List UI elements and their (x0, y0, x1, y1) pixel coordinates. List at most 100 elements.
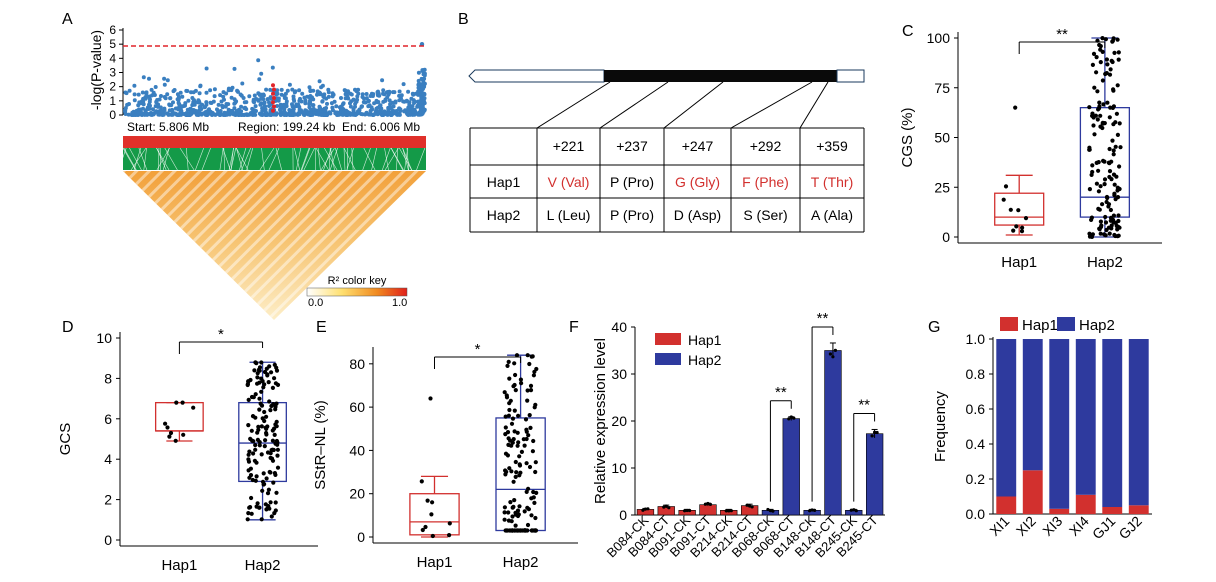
snp-point (270, 65, 275, 70)
snp-point (421, 92, 426, 97)
data-point (1093, 113, 1098, 118)
snp-point (136, 92, 141, 97)
data-point (262, 444, 267, 449)
data-point (248, 473, 254, 478)
data-point (257, 380, 262, 385)
y-tick-label: 6 (104, 411, 112, 427)
snp-point (419, 41, 425, 47)
data-point (507, 407, 512, 413)
snp-point (368, 108, 373, 113)
snp-point (140, 111, 145, 116)
ld-link-line (129, 147, 142, 171)
replicate-point (706, 501, 710, 506)
data-point (518, 377, 524, 382)
snp-point (198, 84, 203, 89)
data-point (509, 469, 514, 474)
data-point (1108, 207, 1113, 213)
snp-point (416, 70, 421, 75)
snp-point (351, 97, 356, 102)
snp-point (306, 111, 311, 116)
snp-position-header: +221 (553, 138, 585, 154)
snp-point (279, 87, 284, 92)
amino-acid-cell: A (Ala) (811, 207, 853, 223)
data-point (268, 408, 273, 413)
ld-link-line (195, 147, 204, 171)
data-point (1112, 182, 1117, 187)
snp-point (204, 100, 209, 105)
data-point (1105, 100, 1110, 105)
snp-point (208, 100, 213, 105)
ld-link-line (156, 147, 170, 171)
y-tick-label: 40 (611, 319, 627, 335)
data-point (273, 422, 278, 427)
data-point (1102, 121, 1107, 126)
snp-point (204, 90, 209, 95)
snp-point (311, 106, 316, 111)
snp-point (293, 89, 298, 94)
replicate-point (748, 504, 752, 508)
snp-point (302, 110, 307, 115)
snp-point (392, 90, 397, 95)
data-point (533, 469, 538, 475)
snp-point (141, 106, 145, 111)
data-point (1098, 219, 1103, 224)
snp-point (198, 111, 203, 116)
amino-acid-cell: L (Leu) (547, 207, 591, 223)
y-tick-label: 10 (611, 460, 627, 476)
snp-point (329, 101, 334, 106)
replicate-point (646, 507, 650, 511)
data-point (1092, 132, 1097, 137)
data-point (447, 533, 452, 538)
bar-segment-hap1 (996, 496, 1017, 514)
data-point (1100, 78, 1105, 83)
snp-point (154, 109, 159, 114)
bar-segment-hap1 (1022, 470, 1043, 515)
snp-point (265, 97, 270, 102)
snp-point (377, 93, 382, 98)
snp-point (146, 94, 151, 99)
data-point (1096, 206, 1101, 211)
outlier-point (1013, 105, 1018, 110)
ld-link-line (343, 147, 356, 171)
snp-point (191, 101, 196, 106)
data-point (264, 426, 269, 431)
data-point (515, 443, 520, 448)
x-tick-label: Hap2 (503, 554, 539, 571)
snp-point (364, 96, 369, 101)
haplotype-row-label: Hap2 (487, 207, 521, 223)
data-point (249, 428, 254, 433)
snp-point (162, 82, 167, 87)
data-point (269, 403, 274, 409)
snp-point (315, 92, 319, 97)
data-point (268, 500, 273, 505)
data-point (273, 404, 278, 409)
ld-link-line (162, 147, 170, 171)
data-point (502, 390, 507, 395)
data-point (519, 381, 524, 386)
data-point (251, 439, 256, 444)
data-point (533, 515, 538, 521)
data-point (181, 432, 186, 437)
snp-point (136, 107, 141, 112)
snp-point (272, 112, 277, 117)
replicate-point (750, 505, 754, 509)
data-point (1090, 163, 1095, 168)
data-point (263, 438, 268, 443)
ld-link-line (404, 147, 408, 171)
data-point (1096, 107, 1101, 112)
x-tick-label: XI3 (1039, 513, 1065, 539)
snp-point (397, 112, 402, 117)
data-point (1108, 67, 1113, 72)
data-point (249, 511, 254, 516)
snp-point (268, 95, 273, 100)
replicate-point (703, 502, 708, 506)
data-point (512, 361, 517, 366)
data-point (1096, 168, 1101, 173)
replicate-point (664, 504, 668, 508)
data-point (256, 424, 261, 429)
replicate-point (727, 509, 731, 513)
data-point (430, 533, 435, 539)
region-size-label: Region: 199.24 kb (238, 120, 336, 134)
data-point (251, 451, 256, 456)
